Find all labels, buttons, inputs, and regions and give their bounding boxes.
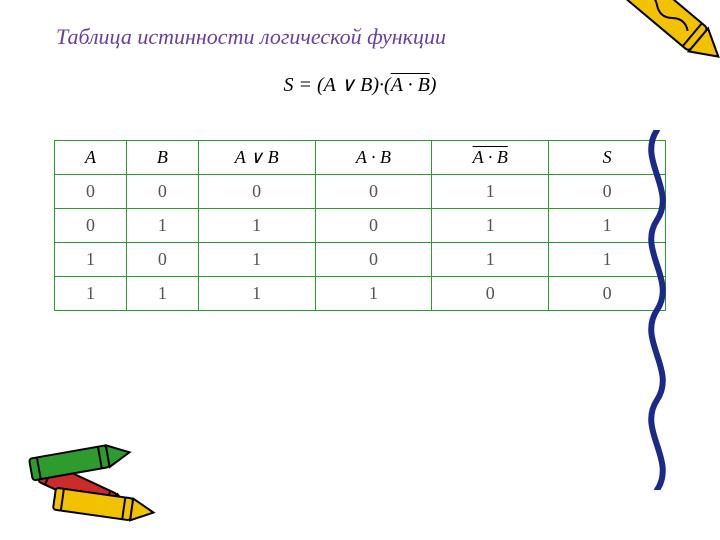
page-title: Таблица истинности логической функции (56, 24, 446, 50)
table-cell: 1 (198, 209, 315, 243)
table-cell: 0 (315, 209, 432, 243)
table-row: 101011 (55, 243, 666, 277)
table-cell: 1 (126, 277, 198, 311)
formula-p1: (A ∨ B) (317, 74, 379, 96)
table-cell: 1 (198, 243, 315, 277)
formula-eq: = (294, 74, 318, 96)
formula: S = (A ∨ B)·(A · B) (0, 72, 720, 97)
table-header-cell: A · B (315, 141, 432, 175)
table-cell: 1 (55, 243, 127, 277)
table-cell: 1 (198, 277, 315, 311)
truth-table: ABA ∨ BA · BA · BS 000010011011101011111… (54, 140, 666, 311)
crayons-icon (20, 420, 190, 530)
table-row: 000010 (55, 175, 666, 209)
table-cell: 1 (315, 277, 432, 311)
table-cell: 0 (55, 175, 127, 209)
table-body: 000010011011101011111100 (55, 175, 666, 311)
squiggle-icon (632, 130, 682, 490)
table-header-cell: A · B (432, 141, 549, 175)
table-header-cell: B (126, 141, 198, 175)
title-text: Таблица истинности логической функции (56, 24, 446, 49)
table-cell: 1 (432, 243, 549, 277)
table-row: 111100 (55, 277, 666, 311)
formula-p2-bar: A · B (391, 74, 430, 96)
table-header-cell: A (55, 141, 127, 175)
table-cell: 1 (126, 209, 198, 243)
table-cell: 0 (432, 277, 549, 311)
table-cell: 0 (55, 209, 127, 243)
table-cell: 0 (126, 175, 198, 209)
formula-p2-open: ( (384, 74, 391, 96)
table-cell: 0 (198, 175, 315, 209)
table-cell: 1 (432, 175, 549, 209)
truth-table-container: ABA ∨ BA · BA · BS 000010011011101011111… (54, 140, 666, 311)
table-header-cell: A ∨ B (198, 141, 315, 175)
table-cell: 0 (315, 175, 432, 209)
table-cell: 1 (432, 209, 549, 243)
table-cell: 0 (315, 243, 432, 277)
formula-p2-close: ) (430, 74, 437, 96)
table-header-row: ABA ∨ BA · BA · BS (55, 141, 666, 175)
table-cell: 1 (55, 277, 127, 311)
table-cell: 0 (126, 243, 198, 277)
table-row: 011011 (55, 209, 666, 243)
formula-lhs: S (284, 74, 294, 96)
